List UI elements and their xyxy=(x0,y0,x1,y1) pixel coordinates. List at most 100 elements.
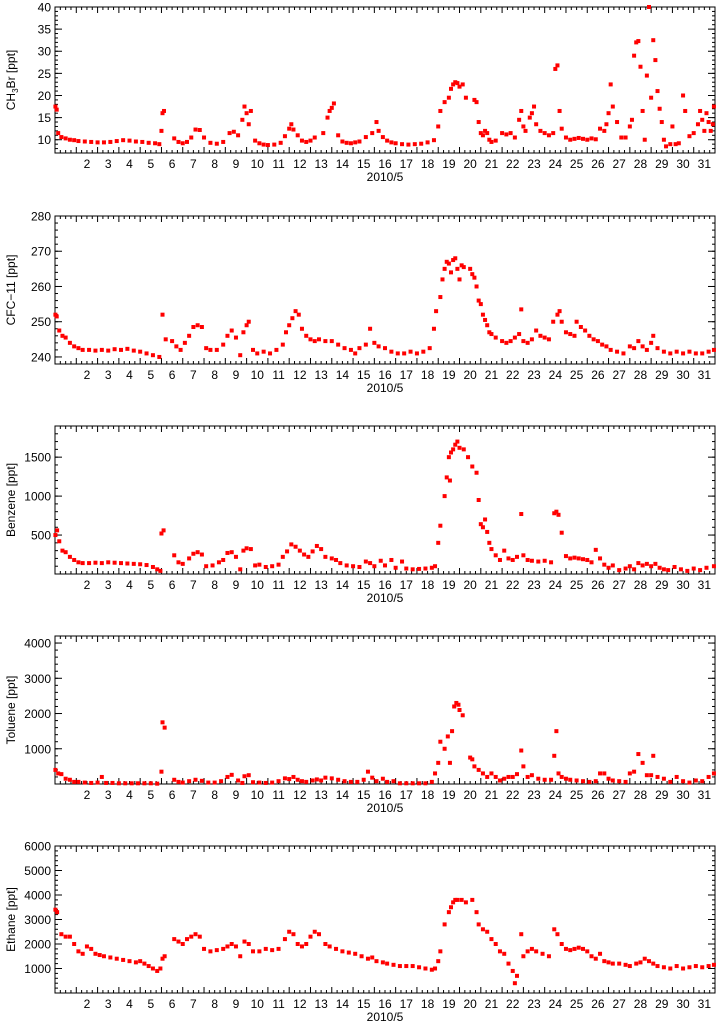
data-point xyxy=(340,139,345,144)
x-tick-label: 28 xyxy=(634,997,648,1011)
data-point xyxy=(664,144,669,149)
data-point xyxy=(704,565,709,570)
data-point xyxy=(431,326,436,331)
data-point xyxy=(323,554,328,559)
x-tick-label: 24 xyxy=(549,368,563,382)
data-point xyxy=(185,139,189,144)
data-point xyxy=(404,964,409,969)
data-point xyxy=(661,776,666,781)
data-point xyxy=(551,319,556,324)
data-point xyxy=(116,781,121,786)
x-tick-label: 12 xyxy=(293,788,307,802)
data-point xyxy=(480,133,485,138)
x-tick-label: 18 xyxy=(421,997,435,1011)
data-point xyxy=(480,312,485,317)
data-point xyxy=(436,760,441,765)
x-tick-label: 2 xyxy=(84,578,91,592)
data-point xyxy=(456,702,461,707)
data-point xyxy=(59,772,64,777)
data-point xyxy=(559,126,564,131)
data-point xyxy=(138,562,143,567)
data-point xyxy=(361,777,366,782)
y-tick-label: 6000 xyxy=(24,840,51,854)
data-point xyxy=(542,131,547,136)
data-point xyxy=(534,122,539,127)
data-point xyxy=(323,775,328,780)
data-point xyxy=(617,568,622,573)
data-point xyxy=(101,954,106,959)
data-point xyxy=(508,339,513,344)
data-point xyxy=(72,942,77,946)
data-point xyxy=(640,344,645,349)
data-point xyxy=(574,778,579,783)
data-point xyxy=(568,777,573,782)
data-point xyxy=(711,962,716,967)
x-tick-label: 16 xyxy=(378,157,392,171)
y-axis-label: Toluene [ppt] xyxy=(4,676,18,745)
data-point xyxy=(476,767,481,772)
data-point xyxy=(574,319,579,324)
data-point xyxy=(112,347,117,352)
data-point xyxy=(602,959,607,964)
data-point xyxy=(457,277,462,282)
data-point xyxy=(474,910,479,915)
data-point xyxy=(515,772,519,777)
data-point xyxy=(119,561,123,566)
data-point xyxy=(442,746,447,751)
x-tick-label: 8 xyxy=(211,997,218,1011)
data-point xyxy=(442,100,447,105)
data-point xyxy=(655,774,660,779)
data-point xyxy=(525,949,530,954)
x-tick-label: 9 xyxy=(233,578,240,592)
x-tick-label: 29 xyxy=(655,157,669,171)
data-point xyxy=(106,560,111,565)
data-point xyxy=(634,40,639,45)
data-point xyxy=(272,142,277,147)
x-tick-label: 18 xyxy=(421,788,435,802)
data-point xyxy=(417,781,422,786)
data-point xyxy=(636,561,641,566)
data-point xyxy=(263,564,268,569)
data-point xyxy=(687,349,692,354)
data-point xyxy=(229,328,234,333)
data-point xyxy=(423,781,428,786)
data-point xyxy=(476,922,481,927)
data-point xyxy=(348,779,353,784)
data-point xyxy=(340,949,345,954)
x-tick-label: 4 xyxy=(126,157,133,171)
data-point xyxy=(290,316,295,321)
data-point xyxy=(233,554,238,559)
data-point xyxy=(393,141,398,146)
data-point xyxy=(598,556,603,561)
data-point xyxy=(229,772,234,777)
data-point xyxy=(293,309,298,314)
data-point xyxy=(661,965,666,970)
data-point xyxy=(463,95,468,100)
x-tick-label: 3 xyxy=(105,788,112,802)
data-point xyxy=(229,550,234,555)
data-point xyxy=(404,781,409,786)
data-point xyxy=(357,139,362,144)
data-point xyxy=(162,725,167,730)
data-point xyxy=(214,141,219,146)
x-tick-label: 23 xyxy=(527,788,541,802)
data-point xyxy=(610,104,615,109)
data-point xyxy=(483,128,488,133)
data-point xyxy=(578,325,583,329)
data-point xyxy=(310,778,315,783)
data-point xyxy=(429,779,434,784)
data-point xyxy=(389,557,394,562)
data-point xyxy=(242,774,247,779)
data-point xyxy=(638,64,643,69)
data-point xyxy=(608,347,613,352)
data-point xyxy=(89,946,94,951)
x-tick-label: 6 xyxy=(169,788,176,802)
data-point xyxy=(457,708,462,712)
data-point xyxy=(251,949,255,954)
x-tick-label: 29 xyxy=(655,368,669,382)
x-tick-label: 2 xyxy=(84,788,91,802)
data-point xyxy=(453,442,458,447)
data-point xyxy=(485,774,490,779)
data-point xyxy=(282,937,287,942)
data-point xyxy=(63,776,68,781)
